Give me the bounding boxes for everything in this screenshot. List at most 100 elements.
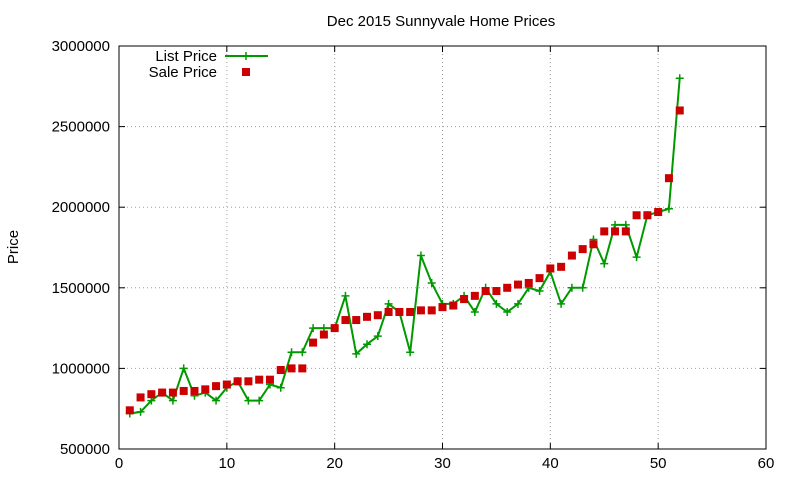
- sale-price-point: [675, 106, 684, 115]
- list-price-point: [427, 278, 436, 287]
- sale-price-point: [341, 316, 350, 325]
- list-price-point: [578, 283, 587, 292]
- sale-price-point: [546, 264, 555, 273]
- sale-price-point: [535, 274, 544, 283]
- sale-price-point: [664, 174, 673, 183]
- x-tick-label: 0: [115, 455, 123, 472]
- sale-price-point: [470, 291, 479, 300]
- list-price-point: [309, 324, 318, 333]
- sale-price-point: [460, 295, 469, 304]
- list-price-point: [298, 348, 307, 357]
- series-sale-price: [125, 106, 684, 415]
- x-tick-label: 20: [326, 455, 343, 472]
- sale-price-point: [212, 382, 221, 391]
- sale-price-point: [168, 388, 177, 397]
- list-price-point: [212, 396, 221, 405]
- list-price-point: [557, 299, 566, 308]
- list-price-point: [664, 204, 673, 213]
- sale-price-point: [373, 311, 382, 320]
- sale-price-point: [449, 301, 458, 310]
- list-price-point: [255, 396, 264, 405]
- sale-price-point: [427, 306, 436, 315]
- sale-price-point: [567, 251, 576, 260]
- list-price-point: [363, 340, 372, 349]
- series-layer: [125, 74, 684, 418]
- y-tick-label: 2500000: [52, 119, 110, 136]
- y-tick-label: 1000000: [52, 360, 110, 377]
- list-price-point: [535, 287, 544, 296]
- x-tick-label: 60: [758, 455, 775, 472]
- chart-title: Dec 2015 Sunnyvale Home Prices: [327, 13, 555, 30]
- sale-price-point: [600, 227, 609, 236]
- list-price-point: [179, 364, 188, 373]
- sale-price-point: [179, 386, 188, 395]
- y-axis-label: Price: [5, 230, 22, 264]
- list-price-point: [341, 291, 350, 300]
- x-tick-label: 30: [434, 455, 451, 472]
- list-price-point: [492, 299, 501, 308]
- sale-price-point: [416, 306, 425, 315]
- list-price-point: [567, 283, 576, 292]
- y-tick-label: 500000: [60, 441, 110, 458]
- sale-price-point: [438, 303, 447, 312]
- sale-price-point: [513, 280, 522, 289]
- x-tick-label: 10: [218, 455, 235, 472]
- plot-border: [118, 45, 767, 450]
- sale-price-point: [276, 366, 285, 375]
- y-tick-label: 3000000: [52, 38, 110, 55]
- list-price-point: [675, 74, 684, 83]
- sale-price-point: [125, 406, 134, 415]
- sale-price-point: [654, 208, 663, 217]
- y-tick-label: 1500000: [52, 280, 110, 297]
- sale-price-point: [395, 307, 404, 316]
- list-price-point: [168, 396, 177, 405]
- list-price-point: [632, 253, 641, 262]
- sale-price-point: [481, 287, 490, 296]
- sale-price-point: [244, 377, 253, 386]
- list-price-line: [129, 78, 681, 415]
- list-price-point: [287, 348, 296, 357]
- legend: List Price Sale Price: [149, 48, 268, 81]
- axis-tick-labels: 0 10 20 30 40 50 60 500000 1000000 1500000 2000000…: [52, 38, 775, 472]
- sale-price-point: [298, 364, 307, 373]
- legend-marker-sale-price: [242, 68, 250, 76]
- sale-price-point: [265, 375, 274, 384]
- sale-price-point: [589, 240, 598, 249]
- list-price-point: [373, 332, 382, 341]
- sale-price-point: [255, 375, 264, 384]
- sale-price-point: [621, 227, 630, 236]
- list-price-point: [244, 396, 253, 405]
- list-price-point: [384, 299, 393, 308]
- legend-label-sale-price: Sale Price: [149, 64, 217, 81]
- sale-price-point: [557, 262, 566, 271]
- sale-price-point: [287, 364, 296, 373]
- list-price-point: [470, 307, 479, 316]
- sale-price-point: [492, 287, 501, 296]
- sale-price-point: [406, 307, 415, 316]
- x-tick-label: 50: [650, 455, 667, 472]
- sale-price-point: [611, 227, 620, 236]
- sale-price-point: [524, 278, 533, 287]
- list-price-point: [503, 307, 512, 316]
- sale-price-point: [201, 385, 210, 394]
- sale-price-point: [330, 324, 339, 333]
- sale-price-point: [643, 211, 652, 220]
- sale-price-point: [190, 386, 199, 395]
- sale-price-point: [578, 245, 587, 254]
- sale-price-point: [384, 307, 393, 316]
- sale-price-point: [632, 211, 641, 220]
- sale-price-point: [363, 312, 372, 321]
- sale-price-point: [319, 330, 328, 339]
- sale-price-point: [147, 390, 156, 399]
- list-price-point: [406, 348, 415, 357]
- sale-price-point: [222, 380, 231, 389]
- sale-price-point: [352, 316, 361, 325]
- legend-marker-list-price: [242, 52, 250, 60]
- sale-price-point: [309, 338, 318, 347]
- series-list-price: [125, 74, 684, 418]
- list-price-point: [416, 251, 425, 260]
- list-price-point: [513, 299, 522, 308]
- list-price-point: [600, 259, 609, 268]
- list-price-point: [276, 383, 285, 392]
